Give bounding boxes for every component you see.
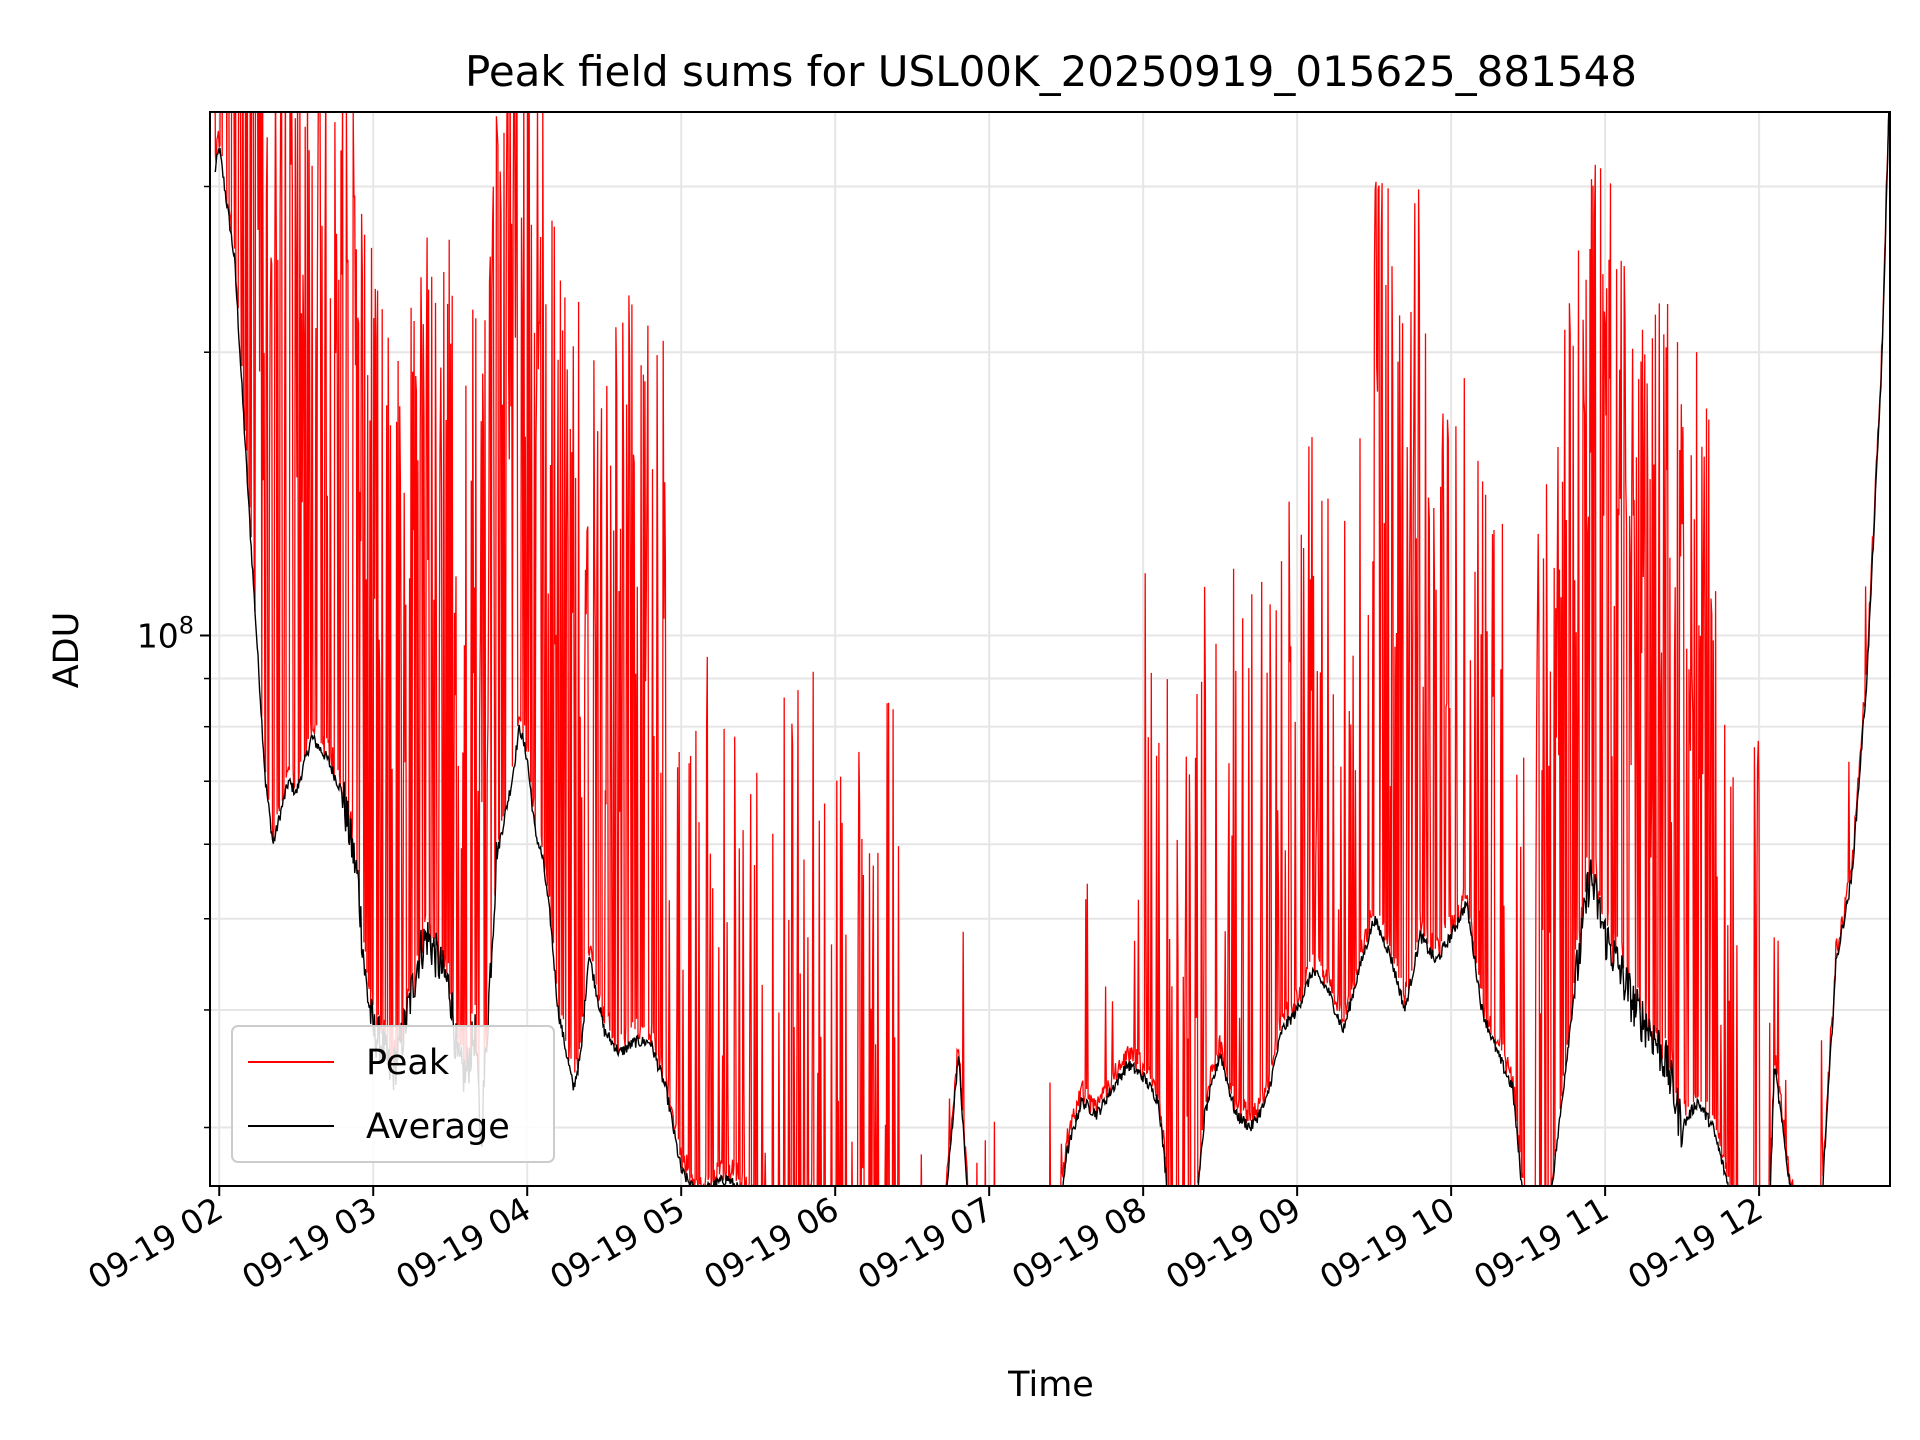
legend-peak-label: Peak xyxy=(366,1043,450,1083)
legend-average-label: Average xyxy=(366,1107,510,1147)
average-series-line xyxy=(214,112,1890,1186)
chart-title: Peak field sums for USL00K_20250919_0156… xyxy=(465,47,1637,96)
x-axis-title: Time xyxy=(1007,1365,1094,1405)
y-axis-title: ADU xyxy=(47,612,87,689)
peak-series-line xyxy=(214,112,1890,1186)
legend-box xyxy=(231,1025,555,1163)
plot-frame xyxy=(209,111,1891,1187)
legend: Peak Average xyxy=(231,1025,555,1163)
